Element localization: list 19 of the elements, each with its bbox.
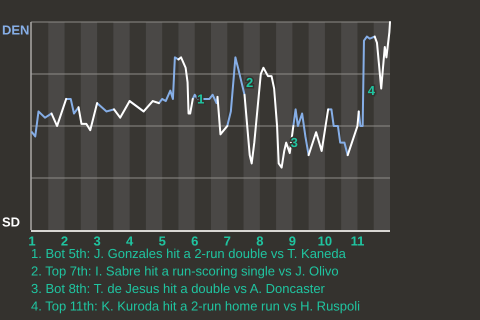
x-tick-label: 7: [224, 234, 231, 248]
x-tick-label: 8: [256, 234, 264, 248]
x-tick-label: 2: [60, 234, 68, 248]
text: 3. Bot 8th: T. de Jesus hit a double vs A. Doncaster: [31, 281, 326, 296]
x-tick-label: 1: [28, 234, 36, 248]
text: SD: [2, 214, 20, 230]
x-tick-label: 6: [191, 234, 198, 248]
text: 2. Top 7th: I. Sabre hit a run-scoring single vs J. Olivo: [31, 264, 339, 278]
x-tick-label: 10: [318, 234, 332, 248]
x-tick-label: 9: [288, 234, 296, 248]
x-tick-label: 5: [158, 234, 166, 248]
annotation: 4: [368, 83, 376, 98]
x-tick-label: 11: [350, 234, 364, 248]
annotation: 2: [246, 74, 254, 90]
x-tick-label: 3: [93, 234, 101, 248]
text: 4. Top 11th: K. Kuroda hit a 2-run home run vs H. Ruspoli: [31, 298, 360, 314]
x-tick-label: 4: [126, 234, 134, 248]
text: 1. Bot 5th: J. Gonzales hit a 2-run double vs T. Kaneda: [31, 246, 347, 261]
text: DEN: [2, 22, 30, 38]
